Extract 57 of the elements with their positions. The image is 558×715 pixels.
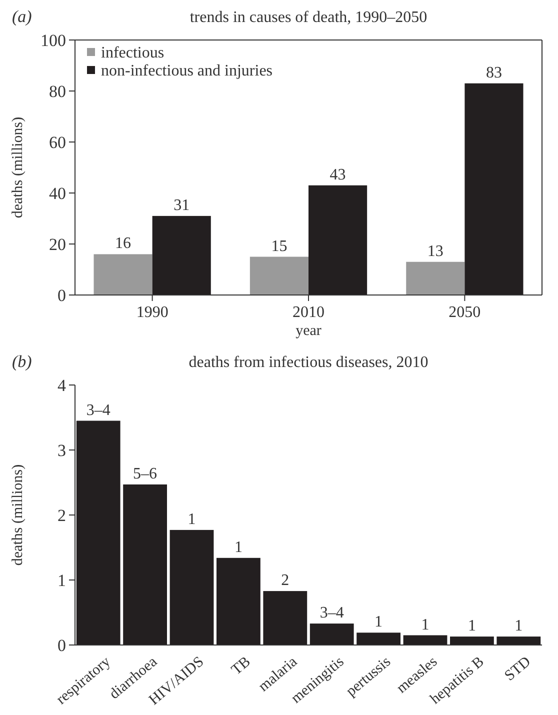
annotation: 3–4 (320, 604, 344, 622)
y-tick-label: 100 (40, 30, 66, 50)
legend-label: infectious (101, 44, 164, 62)
data-label: 31 (174, 196, 190, 214)
data-label: 15 (271, 238, 288, 255)
text: (b) (12, 352, 32, 371)
bar (403, 635, 448, 645)
y-tick-label: 2 (58, 506, 66, 525)
chart-title: deaths from infectious diseases, 2010 (188, 354, 428, 371)
bar (76, 420, 120, 645)
x-tick-label: TB (228, 654, 254, 678)
annotation: 1 (421, 616, 430, 634)
bar (450, 636, 494, 645)
bar (263, 591, 308, 645)
y-tick-label: 1 (58, 570, 66, 590)
bar (496, 636, 541, 645)
y-tick-label: 40 (49, 184, 66, 203)
bar (406, 262, 465, 295)
data-label: 83 (486, 64, 502, 82)
bar (170, 530, 214, 645)
bar (464, 83, 524, 295)
y-axis-title: deaths (millions) (10, 116, 26, 218)
annotation: 1 (188, 510, 196, 528)
bar (310, 624, 354, 645)
y-tick-label: 0 (58, 286, 66, 305)
y-tick-label: 20 (49, 234, 66, 254)
annotation: 1 (514, 618, 523, 635)
annotation: 2 (281, 572, 290, 590)
y-tick-label: 4 (58, 376, 66, 395)
chart-title: trends in causes of death, 1990–2050 (190, 9, 428, 26)
data-label: 13 (427, 242, 444, 260)
data-label: 16 (115, 235, 132, 252)
legend-label: non-infectious and injuries (101, 62, 273, 80)
y-tick-label: 80 (49, 82, 66, 101)
bar (356, 632, 400, 645)
annotation: 3–4 (86, 402, 110, 419)
bar (152, 216, 211, 295)
annotation: 5–6 (133, 465, 158, 482)
x-tick-label: 1990 (136, 304, 168, 321)
annotation: 1 (468, 618, 476, 635)
annotation: 1 (234, 538, 242, 556)
y-axis-title: deaths (millions) (10, 464, 26, 566)
y-tick-label: 0 (58, 636, 66, 655)
bar (123, 484, 167, 645)
text: (a) (12, 7, 32, 26)
annotation: 1 (374, 614, 383, 631)
bar (250, 256, 308, 295)
x-axis-title: year (296, 323, 322, 339)
bar (216, 558, 260, 645)
bar (94, 254, 152, 295)
data-label: 43 (330, 166, 346, 184)
y-tick-label: 60 (49, 132, 66, 152)
bar (308, 185, 368, 295)
y-tick-label: 3 (58, 440, 66, 460)
x-tick-label: 2050 (448, 304, 481, 321)
x-tick-label: 2010 (292, 304, 324, 321)
x-tick-label: STD (502, 654, 534, 684)
